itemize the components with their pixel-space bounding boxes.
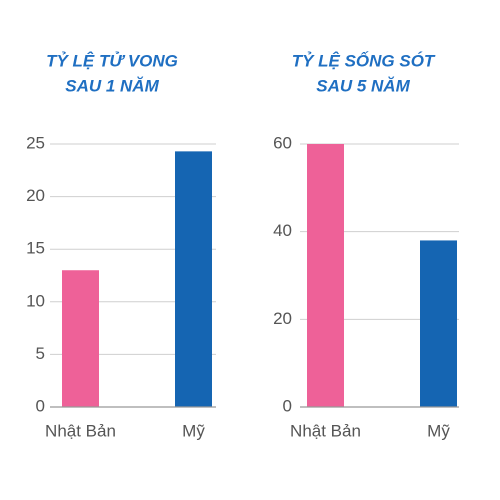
bar	[175, 151, 212, 407]
y-tick-label: 60	[273, 133, 292, 152]
y-tick-label: 10	[26, 291, 45, 310]
y-tick-label: 15	[26, 239, 45, 258]
x-tick-label: Mỹ	[427, 421, 450, 440]
y-tick-label: 40	[273, 221, 292, 240]
chart-title: SAU 1 NĂM	[65, 76, 159, 95]
x-tick-label: Nhật Bản	[290, 421, 361, 440]
x-tick-label: Mỹ	[182, 421, 205, 440]
chart-title: TỶ LỆ TỬ VONG	[46, 51, 178, 70]
y-tick-label: 0	[36, 396, 45, 415]
bar	[420, 240, 457, 407]
y-tick-label: 20	[273, 309, 292, 328]
bar	[62, 270, 99, 407]
x-tick-label: Nhật Bản	[45, 421, 116, 440]
y-tick-label: 5	[36, 344, 45, 363]
chart-title: TỶ LỆ SỐNG SÓT	[292, 51, 436, 70]
y-tick-label: 20	[26, 186, 45, 205]
y-tick-label: 25	[26, 133, 45, 152]
bar	[307, 144, 344, 407]
y-tick-label: 0	[283, 396, 292, 415]
chart-title: SAU 5 NĂM	[316, 76, 410, 95]
